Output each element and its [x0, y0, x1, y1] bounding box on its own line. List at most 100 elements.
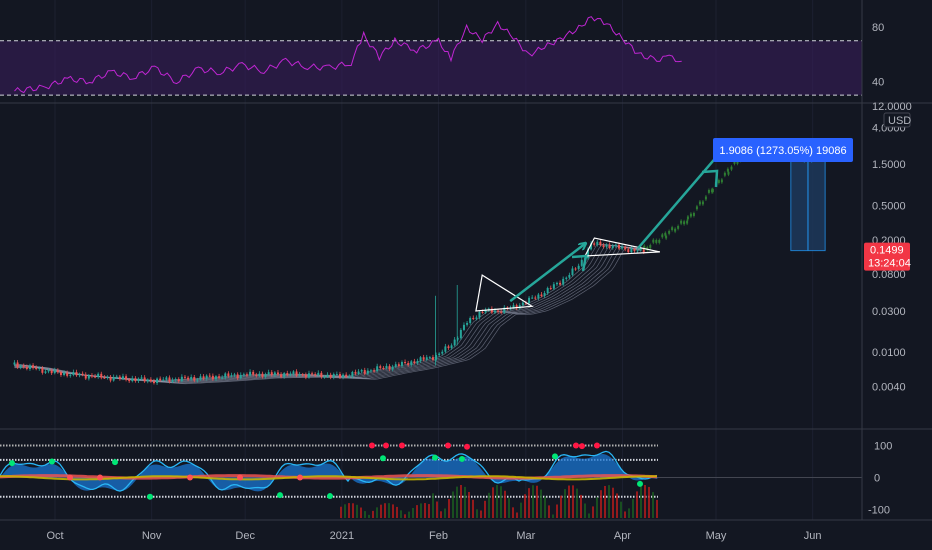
osc-volume-bar — [460, 485, 462, 518]
candle-body — [205, 375, 208, 379]
countdown-label: 13:24:04 — [868, 258, 911, 270]
osc-volume-bar — [388, 503, 390, 518]
osc-tick-label: 100 — [874, 441, 892, 453]
candle-body — [242, 374, 245, 376]
candle-body — [16, 362, 19, 368]
candle-body — [168, 377, 171, 382]
candle-body — [363, 370, 366, 374]
projection-bar — [655, 239, 658, 243]
candle-body — [590, 243, 593, 250]
candle-body — [311, 373, 314, 375]
candle-body — [190, 377, 193, 380]
osc-volume-bar — [524, 494, 526, 518]
measure-tool[interactable]: 1.9086 (1273.05%) 19086 — [713, 138, 853, 252]
osc-volume-bar — [500, 486, 502, 518]
projection-bar — [736, 160, 739, 164]
price-panel[interactable]: 12.00004.00001.50000.50000.20000.08000.0… — [13, 101, 912, 394]
candle-body — [323, 376, 326, 378]
candle-body — [233, 374, 236, 376]
osc-volume-bar — [416, 505, 418, 518]
osc-volume-bar — [648, 486, 650, 518]
osc-volume-bar — [624, 511, 626, 518]
candle-body — [90, 375, 93, 377]
projection-bar — [680, 220, 683, 224]
osc-volume-bar — [448, 499, 450, 518]
candle-body — [580, 259, 583, 266]
osc-volume-bar — [652, 492, 654, 518]
candle-body — [75, 372, 78, 376]
osc-volume-bar — [444, 508, 446, 518]
signal-dot-green — [552, 453, 558, 460]
candle-body — [66, 372, 69, 376]
candle-body — [140, 377, 143, 379]
price-tick-label: 0.0800 — [872, 269, 906, 281]
candle-body — [162, 379, 165, 381]
candle-body — [453, 339, 456, 346]
candle-body — [211, 375, 214, 380]
projection-bar — [695, 206, 698, 210]
candle-body — [298, 374, 301, 376]
signal-dot-green — [327, 493, 333, 500]
candle-body — [577, 265, 580, 269]
candle-body — [199, 376, 202, 380]
candle-body — [435, 354, 438, 360]
candle-body — [447, 346, 450, 348]
osc-volume-bar — [504, 490, 506, 518]
candle-body — [121, 376, 124, 379]
currency-box — [883, 112, 911, 128]
rsi-tick-label: 40 — [872, 77, 884, 89]
osc-volume-bar — [452, 491, 454, 518]
candle-body — [264, 374, 267, 377]
osc-volume-bar — [636, 491, 638, 518]
candle-body — [187, 377, 190, 380]
projection-bar — [733, 160, 736, 164]
osc-volume-bar — [340, 506, 342, 518]
osc-yellow-line — [0, 475, 657, 481]
candle-body — [255, 374, 258, 376]
candle-body — [518, 305, 521, 309]
oscillator-panel[interactable]: 100 0 -100 — [0, 441, 892, 519]
candle-body — [419, 357, 422, 361]
osc-volume-bar — [428, 504, 430, 518]
candle-body — [546, 288, 549, 294]
signal-dot-red — [594, 442, 600, 449]
osc-volume-bar — [508, 498, 510, 518]
candle-body — [267, 372, 270, 375]
osc-volume-bar — [572, 485, 574, 518]
candle-body — [236, 374, 239, 379]
candle-body — [400, 362, 403, 366]
projection-bar — [658, 239, 661, 243]
candle-body — [100, 373, 103, 378]
projection-bar — [646, 247, 649, 251]
osc-volume-bar — [480, 510, 482, 518]
candle-body — [174, 379, 177, 381]
candle-body — [500, 311, 503, 313]
candle-body — [416, 360, 419, 364]
signal-dot-red — [399, 442, 405, 449]
osc-volume-bar — [440, 511, 442, 518]
osc-volume-bar — [364, 511, 366, 518]
signal-dot-red — [445, 442, 451, 449]
candle-body — [537, 294, 540, 299]
projection-bar — [727, 171, 730, 175]
candle-body — [593, 243, 596, 245]
osc-volume-bar — [580, 494, 582, 518]
candle-body — [131, 378, 134, 382]
candle-body — [165, 377, 168, 380]
candle-body — [614, 244, 617, 246]
time-axis[interactable]: Oct Nov Dec 2021 Feb Mar Apr May Jun — [46, 530, 821, 542]
measure-label-box — [713, 138, 853, 162]
projection-bar — [674, 228, 677, 232]
candle-body — [35, 367, 38, 370]
candle-body — [534, 297, 537, 299]
osc-volume-bar — [368, 514, 370, 518]
candle-body — [611, 245, 614, 249]
rsi-band — [0, 40, 862, 96]
projection-bar — [661, 234, 664, 238]
candle-body — [462, 324, 465, 330]
osc-volume-bar — [544, 496, 546, 518]
osc-volume-bar — [588, 513, 590, 518]
candle-body — [376, 366, 379, 372]
rsi-panel[interactable]: 80 40 — [0, 16, 884, 96]
